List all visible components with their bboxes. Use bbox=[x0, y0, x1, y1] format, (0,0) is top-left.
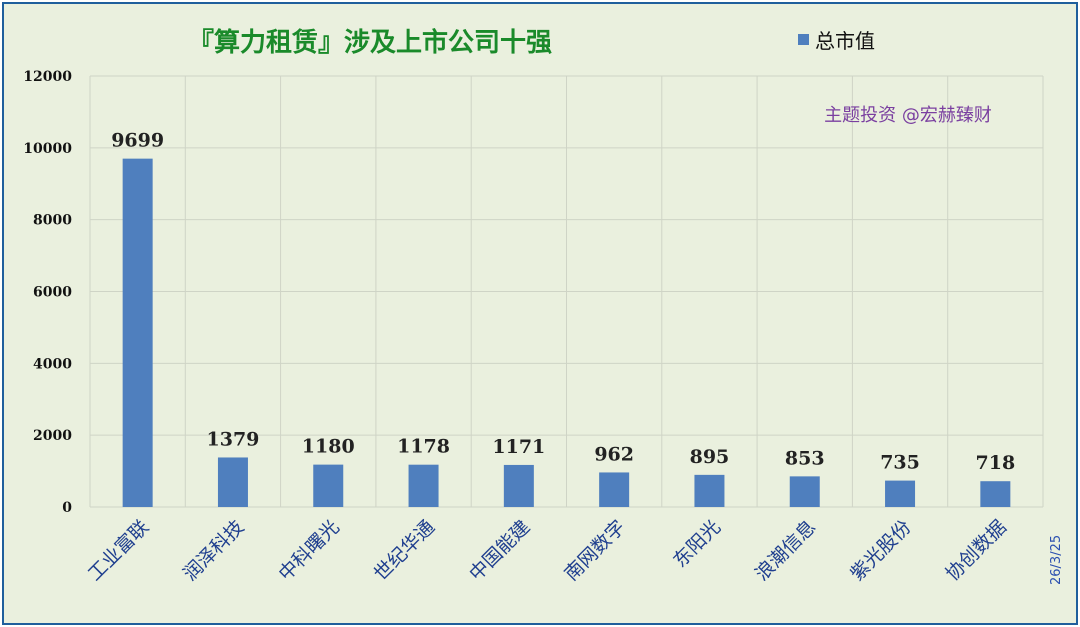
x-tick-label: 南网数字 bbox=[560, 516, 629, 585]
bar bbox=[599, 472, 630, 507]
date-stamp: 26/3/25 bbox=[1049, 535, 1064, 585]
x-tick-label: 紫光股份 bbox=[846, 516, 915, 585]
y-tick-label: 10000 bbox=[23, 141, 72, 157]
data-label: 962 bbox=[594, 443, 634, 465]
bar bbox=[122, 158, 153, 507]
data-label: 853 bbox=[785, 447, 825, 469]
bar bbox=[408, 464, 439, 507]
bar bbox=[217, 457, 248, 507]
watermark: 主题投资 @宏赫臻财 bbox=[824, 105, 992, 126]
y-tick-label: 6000 bbox=[33, 285, 72, 301]
x-tick-label: 中国能建 bbox=[465, 516, 534, 585]
legend-swatch bbox=[798, 34, 809, 45]
y-axis-ticks: 0 2000 4000 6000 8000 10000 12000 bbox=[23, 69, 72, 516]
data-label: 735 bbox=[880, 452, 920, 474]
x-tick-label: 协创数据 bbox=[942, 516, 1011, 585]
legend: 总市值 bbox=[798, 29, 875, 53]
data-label: 718 bbox=[976, 452, 1016, 474]
gridlines bbox=[89, 75, 1044, 508]
x-tick-label: 工业富联 bbox=[84, 516, 153, 585]
chart-title: 『算力租赁』涉及上市公司十强 bbox=[188, 27, 552, 58]
y-tick-label: 0 bbox=[62, 500, 72, 516]
bar bbox=[980, 481, 1011, 507]
x-tick-label: 中科曙光 bbox=[274, 516, 343, 585]
y-tick-label: 4000 bbox=[33, 356, 72, 372]
x-axis-ticks: 工业富联 润泽科技 中科曙光 世纪华通 中国能建 南网数字 东阳光 浪潮信息 紫光股份 协创数据 bbox=[84, 516, 1011, 585]
data-label: 1178 bbox=[397, 436, 450, 458]
data-label: 1171 bbox=[492, 436, 545, 458]
bar bbox=[694, 474, 725, 507]
data-label: 9699 bbox=[111, 130, 164, 152]
legend-label: 总市值 bbox=[815, 29, 875, 53]
data-label: 1180 bbox=[302, 436, 355, 458]
y-tick-label: 2000 bbox=[33, 428, 72, 444]
x-tick-label: 世纪华通 bbox=[370, 516, 439, 585]
bar bbox=[313, 464, 344, 507]
x-tick-label: 东阳光 bbox=[669, 516, 725, 572]
data-labels: 9699 1379 1180 1178 1171 962 895 853 735 718 bbox=[111, 130, 1015, 475]
data-label: 1379 bbox=[207, 428, 260, 450]
data-label: 895 bbox=[690, 446, 730, 468]
y-tick-label: 8000 bbox=[33, 213, 72, 229]
bar bbox=[885, 480, 916, 507]
bars bbox=[122, 158, 1011, 507]
x-tick-label: 浪潮信息 bbox=[751, 516, 820, 585]
bar bbox=[503, 464, 534, 507]
bar bbox=[789, 476, 820, 507]
x-tick-label: 润泽科技 bbox=[179, 516, 248, 585]
y-tick-label: 12000 bbox=[23, 69, 72, 85]
